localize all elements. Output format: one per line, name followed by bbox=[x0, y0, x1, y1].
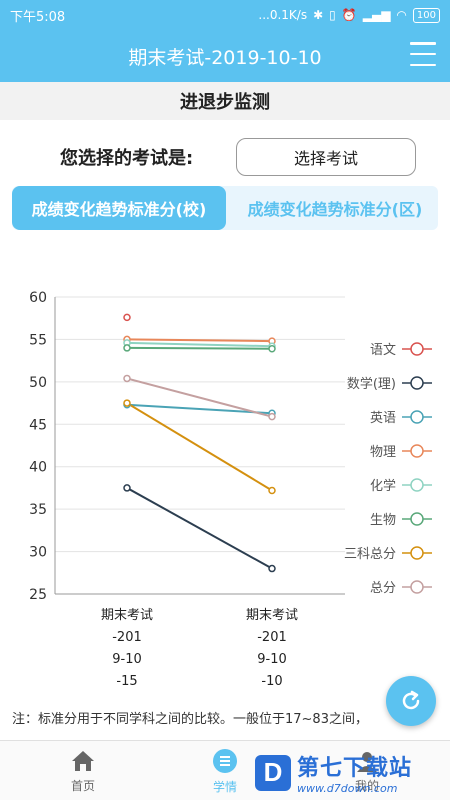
data-point bbox=[123, 313, 131, 322]
legend-swatch-marker bbox=[410, 546, 424, 560]
alarm-icon: ⏰ bbox=[341, 8, 357, 22]
series-line bbox=[126, 346, 273, 350]
nav-home-label: 首页 bbox=[70, 778, 95, 793]
signal-icon: ▂▄▆ bbox=[362, 8, 391, 22]
series-line bbox=[126, 402, 273, 492]
legend-swatch-marker bbox=[410, 580, 424, 594]
series-line bbox=[126, 338, 273, 343]
network-speed: ...0.1K/s bbox=[258, 8, 308, 22]
tab-district-standard-score[interactable]: 成绩变化趋势标准分(区) bbox=[247, 200, 423, 219]
chart-points bbox=[123, 313, 276, 573]
section-title: 进退步监测 bbox=[0, 82, 450, 120]
data-point bbox=[268, 412, 276, 421]
tab-school-standard-score[interactable]: 成绩变化趋势标准分(校) bbox=[12, 186, 226, 230]
series-line bbox=[126, 487, 273, 570]
chart-y-ticks: 25 30 35 40 45 50 55 60 bbox=[29, 290, 47, 603]
nav-study[interactable]: 学情 bbox=[175, 741, 275, 800]
data-point bbox=[123, 484, 131, 492]
vibrate-icon: ▯ bbox=[329, 8, 336, 22]
y-tick-label: 40 bbox=[29, 460, 47, 476]
legend-swatch-marker bbox=[410, 376, 424, 390]
data-point bbox=[268, 564, 276, 573]
nav-mine-label: 我的 bbox=[354, 778, 379, 793]
y-tick-label: 45 bbox=[29, 417, 47, 433]
y-tick-label: 25 bbox=[29, 587, 47, 603]
chart-x-ticks: 期末考试 -201 9-10 -15 期末考试 -201 9-10 -10 bbox=[101, 608, 298, 689]
series-line bbox=[126, 403, 273, 415]
standard-score-note: 注：标准分用于不同学科之间的比较。一般位于17~83之间， bbox=[12, 712, 368, 727]
nav-mine[interactable]: 我的 bbox=[317, 741, 417, 800]
status-time: 下午5:08 bbox=[10, 9, 66, 25]
exam-select-label: 您选择的考试是: bbox=[60, 148, 194, 169]
chart-grid bbox=[54, 296, 345, 595]
trend-tabs: 成绩变化趋势标准分(校) 成绩变化趋势标准分(区) bbox=[12, 186, 438, 230]
y-tick-label: 35 bbox=[29, 502, 47, 518]
select-exam-button[interactable]: 选择考试 bbox=[236, 138, 416, 176]
data-point bbox=[123, 344, 131, 352]
y-tick-label: 50 bbox=[29, 375, 47, 391]
legend-label: 化学 bbox=[370, 478, 396, 494]
nav-study-label: 学情 bbox=[212, 779, 237, 794]
refresh-icon bbox=[402, 690, 420, 710]
watermark-logo: D bbox=[255, 754, 291, 791]
y-tick-label: 55 bbox=[29, 332, 47, 348]
data-point bbox=[123, 399, 131, 407]
x-tick-label: 9-10 bbox=[112, 652, 142, 667]
legend-swatch-marker bbox=[410, 444, 424, 458]
legend-label: 总分 bbox=[370, 581, 396, 596]
page-title: 期末考试-2019-10-10 bbox=[128, 46, 322, 69]
watermark-url: www.d7down.com bbox=[297, 782, 398, 795]
bottom-nav: 首页 学情 我的 bbox=[0, 740, 450, 800]
status-bar: 下午5:08 ...0.1K/s ✱ ▯ ⏰ ▂▄▆ ◠ 100 bbox=[0, 0, 450, 30]
battery-icon: 100 bbox=[412, 7, 440, 23]
legend-label: 数学(理) bbox=[347, 376, 396, 392]
data-point bbox=[123, 374, 131, 383]
x-tick-label: -201 bbox=[112, 630, 142, 645]
legend-label: 英语 bbox=[370, 411, 396, 426]
bluetooth-icon: ✱ bbox=[313, 8, 324, 22]
app-header: 期末考试-2019-10-10 bbox=[0, 30, 450, 82]
x-tick-label: -10 bbox=[261, 674, 282, 689]
watermark-title: 第七下载站 bbox=[297, 756, 413, 781]
watermark: D 第七下载站 www.d7down.com bbox=[255, 745, 450, 800]
x-tick-label: -15 bbox=[116, 674, 137, 689]
x-tick-label: -201 bbox=[257, 630, 287, 645]
legend-label: 生物 bbox=[370, 513, 396, 528]
data-point bbox=[268, 486, 276, 495]
x-tick-label: 9-10 bbox=[257, 652, 287, 667]
trend-line-chart: 25 30 35 40 45 50 55 60 期末考试 -201 9-10 -15 期末考试 -201… bbox=[29, 290, 432, 689]
legend-swatch-marker bbox=[410, 512, 424, 526]
legend-label: 三科总分 bbox=[344, 547, 396, 562]
hamburger-menu-icon[interactable] bbox=[410, 42, 436, 66]
legend-swatch-marker bbox=[410, 410, 424, 424]
chart-lines bbox=[126, 338, 273, 570]
home-icon bbox=[72, 750, 94, 771]
series-line bbox=[126, 377, 273, 418]
wifi-icon: ◠ bbox=[396, 8, 407, 22]
refresh-button[interactable] bbox=[386, 676, 436, 726]
legend-label: 物理 bbox=[370, 445, 396, 460]
list-icon bbox=[213, 748, 237, 773]
series-line bbox=[126, 341, 273, 348]
exam-select-row: 您选择的考试是: 选择考试 bbox=[0, 136, 450, 176]
x-tick-label: 期末考试 bbox=[101, 608, 153, 623]
nav-home[interactable]: 首页 bbox=[33, 741, 133, 800]
status-icons: ...0.1K/s ✱ ▯ ⏰ ▂▄▆ ◠ 100 bbox=[258, 7, 440, 23]
legend-swatch-marker bbox=[410, 342, 424, 356]
legend-swatch-marker bbox=[410, 478, 424, 492]
y-tick-label: 30 bbox=[29, 545, 47, 561]
x-tick-label: 期末考试 bbox=[246, 608, 298, 623]
legend-label: 语文 bbox=[370, 343, 396, 358]
data-point bbox=[268, 345, 276, 353]
user-icon bbox=[357, 751, 377, 772]
y-tick-label: 60 bbox=[29, 290, 47, 306]
